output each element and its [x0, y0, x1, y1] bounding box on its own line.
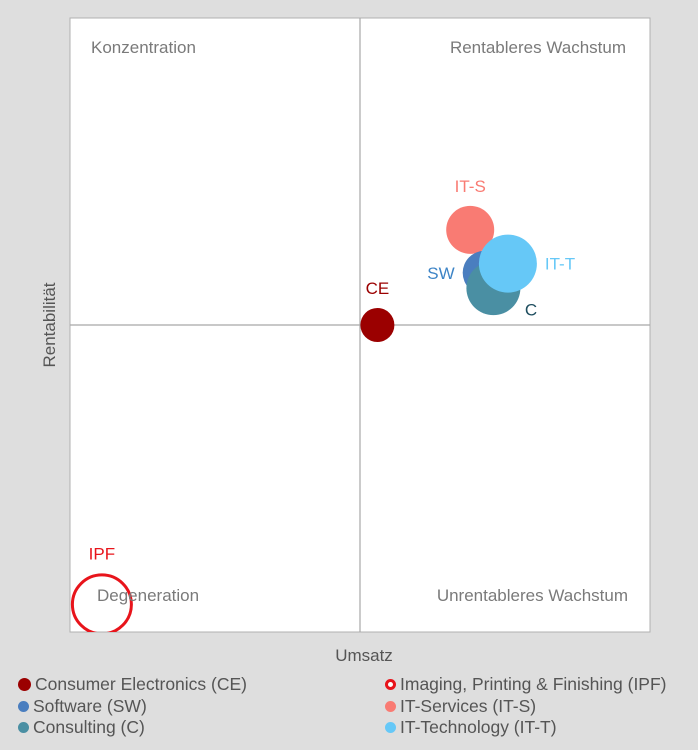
data-label-c: C — [525, 301, 537, 320]
legend-marker — [385, 700, 396, 712]
quadrant-label-top-right: Rentableres Wachstum — [450, 38, 626, 57]
legend-item-it-t: IT-Technology (IT-T) — [385, 717, 557, 738]
quadrant-label-bottom-left: Degeneration — [97, 586, 199, 605]
bubble-ipf — [70, 573, 133, 632]
quadrant-label-top-left: Konzentration — [91, 38, 196, 57]
data-label-ce: CE — [366, 279, 390, 298]
legend-marker — [18, 700, 29, 712]
legend-label: Consumer Electronics (CE) — [35, 674, 247, 694]
data-label-it-t: IT-T — [545, 255, 575, 274]
bubble-it-t — [478, 234, 537, 293]
data-label-ipf: IPF — [89, 544, 115, 563]
y-axis-label: Rentabilität — [40, 282, 59, 367]
legend-item-it-s: IT-Services (IT-S) — [385, 696, 536, 717]
legend-item-sw: Software (SW) — [18, 696, 147, 717]
legend-label: Imaging, Printing & Finishing (IPF) — [400, 674, 667, 694]
data-label-it-s: IT-S — [455, 177, 486, 196]
bubble-ce — [360, 308, 395, 342]
legend-item-ce: Consumer Electronics (CE) — [18, 674, 247, 695]
legend-item-ipf: Imaging, Printing & Finishing (IPF) — [385, 674, 667, 695]
legend-label: Consulting (C) — [33, 717, 145, 737]
quadrant-label-bottom-right: Unrentableres Wachstum — [437, 586, 628, 605]
legend-label: IT-Services (IT-S) — [400, 695, 537, 716]
legend-label: Software (SW) — [33, 695, 147, 716]
legend-item-c: Consulting (C) — [18, 717, 145, 738]
legend-marker — [385, 679, 396, 690]
legend-marker — [18, 722, 29, 733]
legend-marker — [18, 678, 31, 691]
bubble-it-s — [446, 205, 495, 254]
legend-label: IT-Technology (IT-T) — [400, 717, 557, 737]
legend-marker — [385, 722, 396, 733]
data-label-sw: SW — [427, 264, 454, 283]
x-axis-label: Umsatz — [335, 646, 393, 665]
